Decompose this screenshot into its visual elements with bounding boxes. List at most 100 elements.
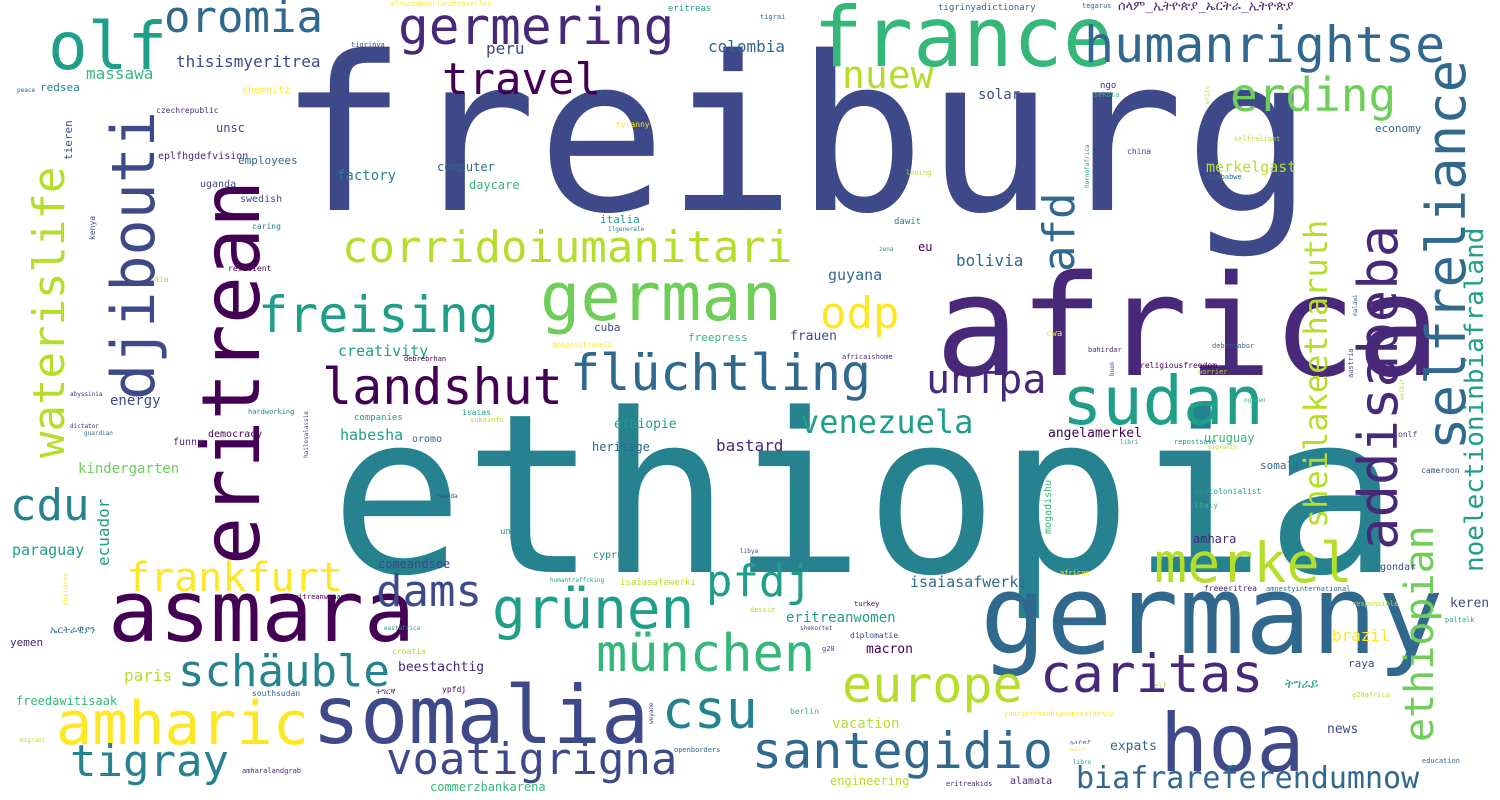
word-santegidio: santegidio — [752, 722, 1054, 780]
word-eastafrica: eastafrica — [384, 625, 421, 632]
word-bastard: bastard — [716, 436, 784, 455]
word-zimbabwe: zimbabwe — [1208, 173, 1242, 181]
word-diplomatie: diplomatie — [850, 631, 899, 640]
word-eritrea-geez: ኤርትራ — [1070, 746, 1087, 753]
word-cuba: cuba — [594, 321, 621, 334]
word-paris: paris — [124, 666, 173, 685]
word-tigrai: tigrai — [760, 13, 786, 21]
word-italy: italy — [1194, 501, 1219, 510]
word-wolkit: wolkit — [1399, 378, 1406, 400]
word-loving: loving — [906, 169, 932, 177]
word-habesha: habesha — [340, 426, 404, 444]
word-dictator: dictator — [70, 423, 99, 430]
word-dia: dia — [154, 275, 169, 284]
word-ilgenerale: ilgenerale — [608, 226, 645, 233]
word-hoa: hoa — [1160, 697, 1305, 790]
word-children: children — [62, 572, 70, 606]
word-thisismyeritrea: thisismyeritrea — [176, 52, 321, 71]
word-responsible: responsible — [1352, 600, 1399, 608]
word-fluchtling: flüchtling — [570, 344, 872, 402]
word-csu: csu — [662, 680, 758, 741]
word-sekota: sekota — [1094, 91, 1120, 99]
word-boipelotravels: boipelotravels — [553, 341, 613, 349]
word-libya: libya — [740, 548, 759, 555]
word-oromo: oromo — [412, 434, 443, 445]
word-pfdj: pfdj — [706, 556, 812, 607]
word-eritv: eritv — [1204, 85, 1211, 104]
word-ethiopia-geez: ኢትዮጵያ — [1070, 739, 1091, 746]
word-book: book — [1109, 361, 1116, 376]
word-religiousfreedom: religiousfreedom — [1140, 361, 1218, 370]
word-nuew: nuew — [842, 53, 934, 97]
word-expats: expats — [1110, 739, 1157, 754]
word-travel: travel — [442, 54, 601, 105]
word-addisabeba: addisabeba — [1347, 224, 1410, 550]
word-germering: germering — [398, 0, 675, 57]
word-sheilakeetharuth: sheilakeetharuth — [1297, 219, 1335, 528]
word-voatigrigna: voatigrigna — [386, 734, 678, 785]
word-sudan: sudan — [1062, 362, 1264, 440]
word-ngo: ngo — [1100, 81, 1117, 91]
word-solar: solar — [978, 87, 1021, 103]
word-amharalandgrab: amharalandgrab — [242, 767, 302, 775]
word-tegarus: tegarus — [1082, 2, 1112, 10]
word-tigrinya-geez: ትግርኛ — [376, 687, 396, 696]
word-cwa: cwa — [1046, 329, 1063, 339]
word-abyssinia: abyssinia — [70, 391, 103, 398]
word-eplfhgdefvision: eplfhgdefvision — [158, 151, 249, 162]
word-hornofafrica: hornofafrica — [1084, 144, 1091, 188]
word-malawi: malawi — [1352, 294, 1359, 316]
word-eritreas: eritreas — [668, 4, 712, 14]
word-shekortet: shekortet — [800, 625, 833, 632]
word-olf: olf — [48, 8, 168, 85]
word-erding: erding — [1230, 68, 1397, 122]
word-paltalk: paltalk — [1445, 616, 1475, 624]
word-germany: germany — [980, 551, 1444, 679]
word-openborders: openborders — [674, 746, 721, 754]
word-worrier: worrier — [1198, 368, 1228, 376]
word-turkey: turkey — [854, 600, 880, 608]
word-freepress: freepress — [688, 331, 748, 344]
word-employees: employees — [238, 154, 298, 167]
word-economy: economy — [1375, 122, 1422, 135]
word-merkel: merkel — [1154, 531, 1353, 595]
word-freiburg: freiburg — [278, 10, 1314, 261]
word-mogadishu: mogadishu — [1043, 479, 1054, 534]
word-schauble: schäuble — [178, 646, 390, 697]
word-keren: keren — [1450, 596, 1490, 611]
word-amharic-peace-tag: ሰላም_ኢትዮጵያ_ኤርትራ_ኢትዮጵያ — [1118, 0, 1294, 14]
word-funny: funny — [173, 437, 204, 448]
word-neocolonialist: neocolonialist — [1194, 487, 1262, 496]
word-peru: peru — [486, 39, 525, 58]
word-repostsave: repostsave — [1174, 438, 1217, 446]
word-beestachtig: beestachtig — [398, 660, 485, 675]
word-ethiopian: ethiopian — [1397, 525, 1443, 742]
word-eritrean: eritrean — [185, 179, 278, 565]
word-tigray-geez: ትግራይ — [1285, 677, 1319, 692]
word-guardian: guardian — [84, 430, 113, 437]
word-freedawitisaak: freedawitisaak — [16, 694, 118, 708]
word-tyranny: tyranny — [616, 120, 650, 129]
word-engineering: engineering — [830, 774, 910, 788]
word-oromia: oromia — [164, 0, 323, 43]
word-munchen: münchen — [596, 624, 816, 684]
word-zena: zena — [879, 246, 894, 253]
word-sukainfo: sukainfo — [470, 416, 504, 424]
word-cameroon: cameroon — [1421, 466, 1460, 475]
word-libri: libri — [1120, 439, 1139, 446]
word-noelectioninbiafraland: noelectioninbiafraland — [1460, 227, 1490, 572]
word-cyprus: cyprus — [593, 550, 630, 561]
word-southsudan: southsudan — [252, 689, 301, 698]
word-rwanda: rwanda — [436, 493, 458, 500]
word-democracy: democracy — [208, 429, 263, 440]
word-dawit: dawit — [894, 217, 922, 227]
word-tigray: tigray — [70, 736, 229, 787]
word-africaishome: africaishome — [842, 353, 893, 361]
word-creativity: creativity — [338, 342, 429, 360]
word-commerzbankarena: commerzbankarena — [430, 780, 546, 794]
word-german: german — [540, 258, 783, 336]
word-asmara: asmara — [108, 563, 416, 662]
word-g20: g20 — [822, 645, 835, 653]
word-bolivia: bolivia — [956, 251, 1024, 270]
